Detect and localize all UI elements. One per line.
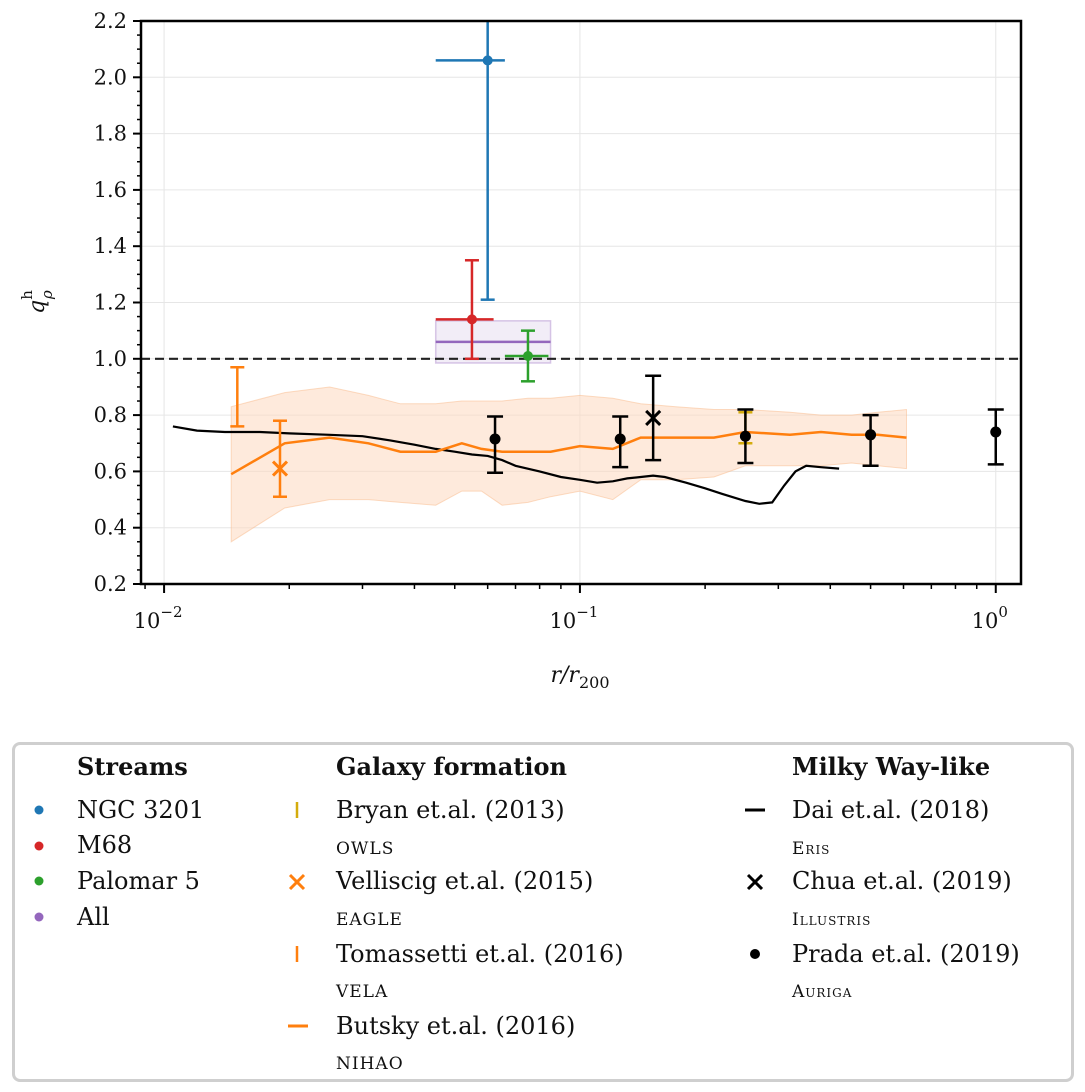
velliscig-2015-marker-b <box>271 460 289 477</box>
dai-2018-line <box>172 425 840 505</box>
prada-2019-errorbar-0 <box>487 415 504 475</box>
stream-ngc3201 <box>435 21 505 301</box>
stream-m68-point <box>466 314 477 325</box>
series-layer <box>141 21 1021 505</box>
butsky-2016-line <box>230 430 907 476</box>
legend-frame <box>12 742 1074 1082</box>
y-tick-label: 1.8 <box>94 122 127 146</box>
y-tick-label: 0.6 <box>94 459 127 483</box>
prada-2019-point-4 <box>990 426 1002 438</box>
stream-ngc3201-point <box>482 55 493 66</box>
y-tick-label: 1.2 <box>94 291 127 315</box>
velliscig-2015-marker <box>271 460 289 477</box>
tomassetti-2016-errorbar <box>230 365 245 428</box>
stream-palomar5 <box>504 329 549 383</box>
y-tick-label: 0.2 <box>94 572 127 596</box>
y-tick-label: 2.2 <box>94 9 127 33</box>
velliscig-2015-errorbar <box>273 419 288 498</box>
stream-m68 <box>435 259 494 361</box>
prada-2019-point-2 <box>739 430 751 442</box>
x-axis-label: r/r200 <box>551 663 610 692</box>
chua-2019-marker-0-b <box>645 409 662 426</box>
prada-2019-errorbar-3 <box>862 413 879 468</box>
y-axis-label: qh ρ <box>18 290 56 314</box>
y-tick-label: 1.0 <box>94 347 127 371</box>
y-tick-label: 1.4 <box>94 234 127 258</box>
prada-2019-point-1 <box>614 433 626 445</box>
prada-2019-point-3 <box>865 429 877 441</box>
ticks: 0.2 0.4 0.6 0.8 1.0 1.2 1.4 1.6 1.8 2.0 2.2 10−2 10−… <box>94 9 1008 633</box>
butsky-band-area <box>230 386 907 543</box>
x-tick-label: 10−1 <box>549 603 598 633</box>
y-tick-label: 0.8 <box>94 403 127 427</box>
y-tick-label: 2.0 <box>94 65 127 89</box>
chua-2019-marker-0 <box>645 409 662 426</box>
svg-text:qhρ: qh ρ <box>18 290 56 314</box>
y-tick-label: 0.4 <box>94 516 127 540</box>
x-tick-label: 10−2 <box>134 603 183 633</box>
y-tick-label: 1.6 <box>94 178 127 202</box>
stream-palomar5-point <box>522 350 533 361</box>
x-tick-label: 100 <box>972 603 1008 633</box>
prada-2019-point-0 <box>489 433 501 445</box>
chart-canvas: 0.2 0.4 0.6 0.8 1.0 1.2 1.4 1.6 1.8 2.0 2.2 10−2 10−… <box>18 9 1023 692</box>
